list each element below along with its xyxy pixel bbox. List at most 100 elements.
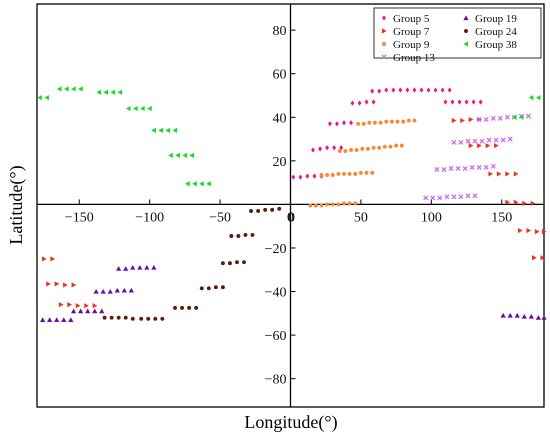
data-point [330,173,335,177]
data-point [50,256,56,262]
data-point [412,118,417,123]
data-point [468,116,474,123]
data-point [444,194,450,200]
data-point [360,146,365,151]
data-point [451,194,457,200]
data-point [180,305,185,310]
data-point [497,115,503,121]
data-point [107,288,113,294]
data-point [192,181,197,187]
data-point [521,313,527,319]
data-point [342,171,346,176]
data-point [146,316,151,321]
data-point [433,87,438,93]
data-point [490,163,496,169]
data-point [476,164,482,170]
data-point [370,88,375,94]
data-point [391,87,396,93]
data-point [366,146,370,151]
data-point [185,181,190,187]
data-point [130,264,136,270]
data-point [311,147,315,153]
data-point [406,118,411,123]
data-point [540,255,546,261]
data-point [325,202,330,207]
data-point [243,232,248,237]
data-point [468,142,474,149]
data-point [530,200,536,206]
data-point [298,174,303,180]
data-point [485,142,491,149]
data-point [371,99,376,105]
data-point [100,288,106,294]
data-point [41,256,47,262]
data-point [472,193,478,199]
data-point [71,86,76,92]
data-point [496,171,502,177]
data-point [464,99,469,105]
data-point [110,89,116,95]
data-point [483,116,489,122]
data-point [220,261,225,266]
data-point [500,312,506,318]
data-point [63,282,68,288]
data-point [54,317,60,322]
data-point [462,165,468,171]
data-point [465,138,471,144]
data-point [117,89,123,95]
data-point [443,99,448,105]
data-point [350,100,355,106]
data-point [522,200,527,206]
data-point [349,148,354,152]
data-point [325,173,330,177]
data-point [227,261,232,266]
data-point [182,152,187,158]
data-point [458,139,464,145]
data-point [256,208,261,213]
data-point [336,171,341,176]
series-group-24 [102,206,282,321]
data-point [513,171,519,177]
data-point [336,202,341,207]
data-point [412,87,417,93]
data-point [476,116,482,122]
legend-label: Group 13 [393,52,435,64]
legend-item: Group 13 [381,52,435,64]
data-point [494,142,499,149]
x-tick-label: −150 [65,210,94,225]
data-point [370,170,375,175]
legend-item: Group 19 [463,13,517,25]
data-point [477,142,482,149]
data-point [450,99,455,105]
data-point [518,114,524,120]
data-point [388,144,393,149]
data-point [511,114,517,120]
data-point [37,95,42,101]
data-point [58,302,64,308]
data-points [37,86,547,322]
data-point [343,149,348,153]
data-point [335,121,339,127]
legend-label: Group 19 [475,13,517,25]
data-point [206,286,211,291]
data-point [357,100,362,106]
data-point [353,201,358,206]
data-point [505,171,510,177]
data-point [382,144,387,149]
data-point [168,152,173,158]
data-point [213,285,218,290]
legend-marker [381,54,387,60]
x-tick-label: 150 [491,210,512,225]
data-point [75,303,81,309]
data-point [78,308,84,314]
data-point [526,227,532,234]
data-point [103,89,109,95]
data-point [308,203,313,208]
data-point [139,316,144,321]
data-point [364,99,369,105]
data-point [206,181,211,187]
legend-label: Group 38 [475,39,517,51]
data-point [84,303,89,309]
data-point [488,171,494,177]
data-point [236,234,241,238]
